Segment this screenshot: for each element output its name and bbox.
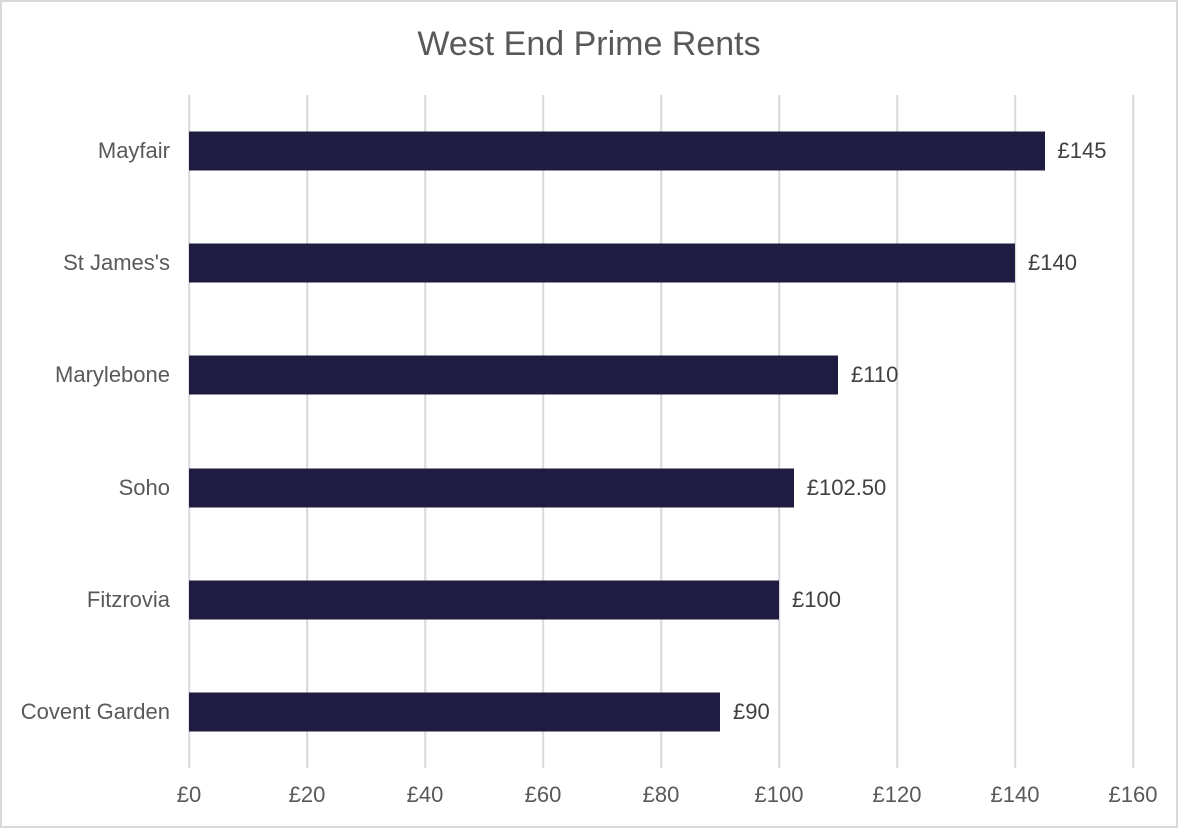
gridline xyxy=(424,95,426,768)
x-tick-label: £100 xyxy=(754,782,804,807)
gridline xyxy=(778,95,780,768)
bar-covent-garden xyxy=(189,692,720,732)
category-label: Marylebone xyxy=(55,362,170,388)
value-label: £140 xyxy=(1028,250,1077,276)
x-tick-label: £80 xyxy=(642,782,680,807)
bar-row: £140 xyxy=(189,207,1133,319)
category-label: Covent Garden xyxy=(20,698,170,724)
gridline xyxy=(542,95,544,768)
category-axis: Mayfair St James's Marylebone Soho Fitzrovia… xyxy=(2,95,170,768)
value-label: £110 xyxy=(851,362,899,388)
bar-st-james-s xyxy=(189,243,1015,283)
category-label: Mayfair xyxy=(97,138,170,164)
gridline xyxy=(306,95,308,768)
category-label: St James's xyxy=(63,250,170,276)
bar-soho xyxy=(189,468,794,508)
bar-mayfair xyxy=(189,131,1045,171)
gridline xyxy=(1014,95,1016,768)
bar-row: £90 xyxy=(189,656,1133,768)
x-tick-label: £0 xyxy=(176,782,202,807)
x-tick-label: £140 xyxy=(990,782,1040,807)
value-label: £90 xyxy=(733,698,770,724)
bar-marylebone xyxy=(189,355,838,395)
bar-row: £100 xyxy=(189,544,1133,656)
bar-row: £102.50 xyxy=(189,432,1133,544)
x-tick-label: £120 xyxy=(872,782,922,807)
value-label: £145 xyxy=(1057,138,1107,164)
chart-title: West End Prime Rents xyxy=(417,25,761,63)
bar-row: £110 xyxy=(189,319,1133,431)
bar-row: £145 xyxy=(189,95,1133,207)
x-tick-label: £40 xyxy=(406,782,444,807)
x-tick-label: £20 xyxy=(288,782,326,807)
x-tick-label: £60 xyxy=(524,782,562,807)
x-tick-label: £160 xyxy=(1108,782,1158,807)
gridline xyxy=(896,95,898,768)
gridline xyxy=(1132,95,1134,768)
bar-fitzrovia xyxy=(189,580,779,620)
category-label: Soho xyxy=(118,474,170,500)
value-label: £100 xyxy=(792,586,841,612)
value-label: £102.50 xyxy=(806,474,887,500)
category-label: Fitzrovia xyxy=(86,586,170,612)
gridline xyxy=(188,95,190,768)
gridline xyxy=(660,95,662,768)
plot-area: £145 £140 £110 £102.50 £100 £90 xyxy=(188,95,1134,768)
value-axis: £0 £20 £40 £60 £80 £100 £120 £140 £160 xyxy=(177,768,1158,818)
